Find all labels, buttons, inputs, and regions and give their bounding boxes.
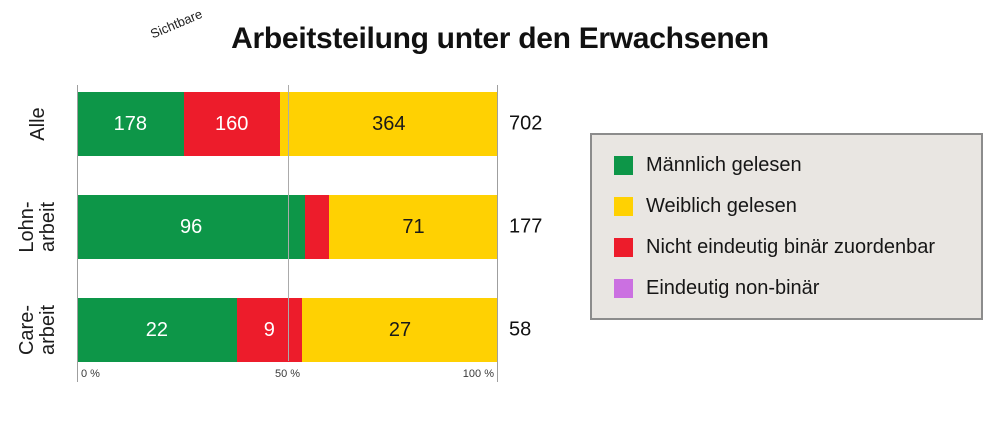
legend-swatch-icon bbox=[614, 237, 633, 257]
segment-value-label: 71 bbox=[402, 215, 425, 238]
segment-value-label: 160 bbox=[215, 112, 249, 135]
row-total-label: 58 bbox=[509, 318, 532, 341]
x-axis-tick-label: 100 % bbox=[462, 368, 494, 380]
legend-item: Weiblich gelesen bbox=[614, 195, 981, 218]
bar-segment: 71 bbox=[329, 195, 498, 259]
bar-segment: 22 bbox=[77, 298, 237, 362]
legend-item: Eindeutig non-binär bbox=[614, 277, 981, 300]
bar-segment: 178 bbox=[77, 92, 184, 156]
bar-segment: 27 bbox=[302, 298, 498, 362]
segment-value-label: 178 bbox=[113, 112, 148, 135]
legend-label: Nicht eindeutig binär zuordenbar bbox=[646, 235, 936, 258]
legend-label: Weiblich gelesen bbox=[646, 194, 797, 217]
segment-value-label: 96 bbox=[180, 215, 203, 238]
legend-label: Eindeutig non-binär bbox=[646, 276, 820, 299]
x-axis-tick-label: 0 % bbox=[81, 368, 100, 380]
segment-value-label: 364 bbox=[372, 112, 406, 135]
bar-row: 178 160 364 bbox=[77, 92, 498, 156]
bar-segment: 96 bbox=[77, 195, 306, 259]
legend-swatch-icon bbox=[614, 196, 633, 216]
legend-swatch-icon bbox=[614, 278, 633, 298]
category-label: Care- arbeit bbox=[16, 304, 59, 356]
gridline-50pct bbox=[287, 85, 289, 361]
legend-item: Nicht eindeutig binär zuordenbar bbox=[614, 236, 981, 259]
category-label: Lohn- arbeit bbox=[16, 201, 59, 253]
plot-area: 178 160 364 96 71 22 9 27 0 % 50 % 100 % bbox=[77, 85, 498, 382]
segment-value-label: 22 bbox=[145, 318, 168, 341]
legend-swatch-icon bbox=[614, 155, 633, 175]
legend-label: Männlich gelesen bbox=[646, 153, 802, 176]
bar-segment: 364 bbox=[279, 92, 498, 156]
bar-segment: 9 bbox=[236, 298, 302, 362]
legend-item: Männlich gelesen bbox=[614, 154, 981, 177]
chart-title: Arbeitsteilung unter den Erwachsenen bbox=[231, 22, 769, 55]
bar-segment bbox=[305, 195, 330, 259]
category-label: Alle bbox=[26, 107, 49, 141]
gridline-0pct bbox=[77, 85, 78, 382]
gridline-100pct bbox=[497, 85, 498, 382]
row-total-label: 702 bbox=[509, 112, 543, 135]
bar-row: 22 9 27 bbox=[77, 298, 498, 362]
segment-value-label: 9 bbox=[263, 318, 275, 341]
x-axis-tick-label: 50 % bbox=[274, 368, 301, 380]
row-total-label: 177 bbox=[509, 215, 543, 238]
bar-segment: 160 bbox=[183, 92, 280, 156]
segment-value-label: 27 bbox=[388, 318, 412, 341]
bar-row: 96 71 bbox=[77, 195, 498, 259]
legend-box: Männlich gelesen Weiblich gelesen Nicht ei… bbox=[590, 133, 983, 320]
